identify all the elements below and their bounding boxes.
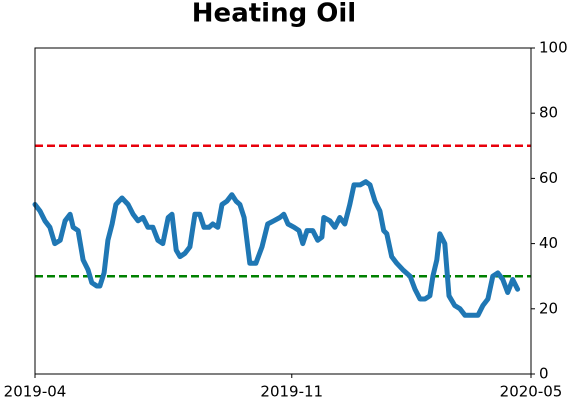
plot-frame xyxy=(34,47,532,375)
y-tick-label: 60 xyxy=(539,169,558,187)
y-tick-label: 20 xyxy=(539,299,558,317)
x-tick-label: 2020-05 xyxy=(500,383,563,401)
y-tick-label: 80 xyxy=(539,104,558,122)
y-tick-label: 40 xyxy=(539,234,558,252)
chart-title: Heating Oil xyxy=(192,0,356,29)
data-line xyxy=(32,179,521,318)
y-tick-label: 100 xyxy=(539,39,568,57)
x-tick-label: 2019-11 xyxy=(260,383,323,401)
y-tick-label: 0 xyxy=(539,365,549,383)
x-tick-label: 2019-04 xyxy=(4,383,67,401)
